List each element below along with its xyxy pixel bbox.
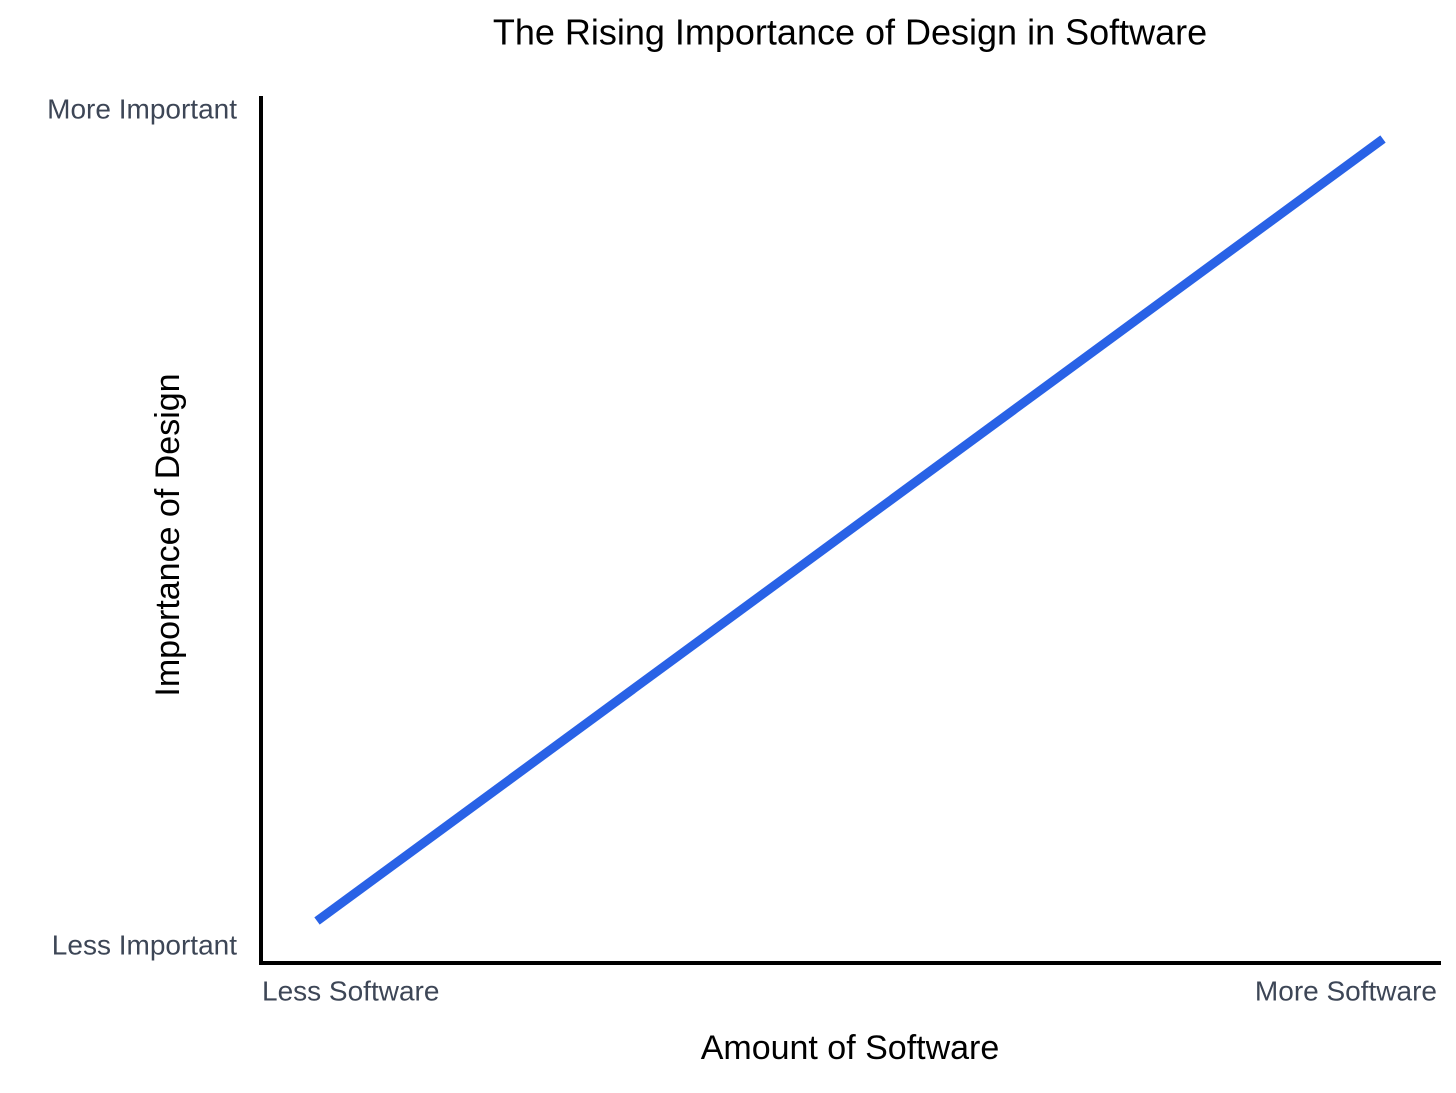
y-end-label: Less Important [52,929,237,960]
x-end-label: Less Software [262,975,439,1006]
y-axis-title: Importance of Design [149,373,187,696]
y-end-label: More Important [47,93,237,124]
chart-title: The Rising Importance of Design in Softw… [493,12,1207,53]
trend-line [314,135,1386,925]
x-axis-title: Amount of Software [701,1029,1000,1067]
x-end-label: More Software [1255,975,1437,1006]
